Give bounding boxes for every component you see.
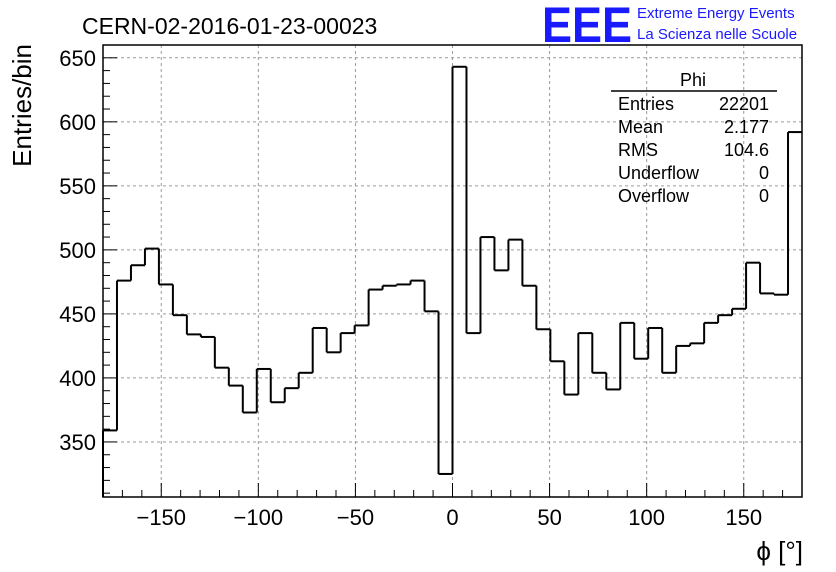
stats-row-label: Overflow: [618, 186, 690, 206]
stats-row-label: RMS: [618, 140, 658, 160]
y-tick-label: 550: [59, 174, 96, 199]
y-axis-label: Entries/bin: [7, 44, 37, 167]
y-tick-label: 500: [59, 238, 96, 263]
stats-row-value: 0: [759, 186, 769, 206]
logo-line-1: Extreme Energy Events: [637, 5, 795, 22]
x-tick-label: −100: [234, 505, 284, 530]
y-tick-label: 600: [59, 110, 96, 135]
histogram-series: [102, 65, 802, 497]
x-tick-label: 50: [537, 505, 561, 530]
x-tick-label: −150: [136, 505, 186, 530]
x-axis-label: ϕ [°]: [756, 536, 803, 566]
stats-row-value: 104.6: [724, 140, 769, 160]
stats-row-label: Underflow: [618, 163, 700, 183]
stats-row-label: Entries: [618, 94, 674, 114]
x-tick-label: 0: [446, 505, 458, 530]
y-tick-label: 650: [59, 46, 96, 71]
stats-box-title: Phi: [680, 70, 706, 90]
stats-row-label: Mean: [618, 117, 663, 137]
x-tick-label: −50: [337, 505, 374, 530]
x-axis: −150 −100 −50 0 50 100 150: [102, 483, 803, 530]
stats-box: Phi Entries 22201 Mean 2.177 RMS 104.6 Underflo…: [611, 70, 777, 206]
stats-row-value: 2.177: [724, 117, 769, 137]
y-tick-label: 400: [59, 366, 96, 391]
y-tick-label: 350: [59, 430, 96, 455]
logo-mark: EEE: [542, 0, 632, 53]
chart-title: CERN-02-2016-01-23-00023: [82, 13, 377, 39]
stats-row-value: 0: [759, 163, 769, 183]
y-axis: 350 400 450 500 550 600 650: [59, 44, 117, 494]
x-tick-label: 150: [725, 505, 762, 530]
logo-line-2: La Scienza nelle Scuole: [637, 26, 797, 43]
x-tick-label: 100: [628, 505, 665, 530]
y-tick-label: 450: [59, 302, 96, 327]
logo: EEE Extreme Energy Events La Scienza nel…: [542, 0, 797, 53]
stats-row-value: 22201: [719, 94, 769, 114]
